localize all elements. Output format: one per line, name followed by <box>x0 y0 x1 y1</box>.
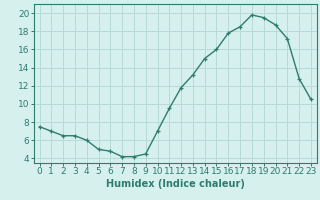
X-axis label: Humidex (Indice chaleur): Humidex (Indice chaleur) <box>106 179 244 189</box>
